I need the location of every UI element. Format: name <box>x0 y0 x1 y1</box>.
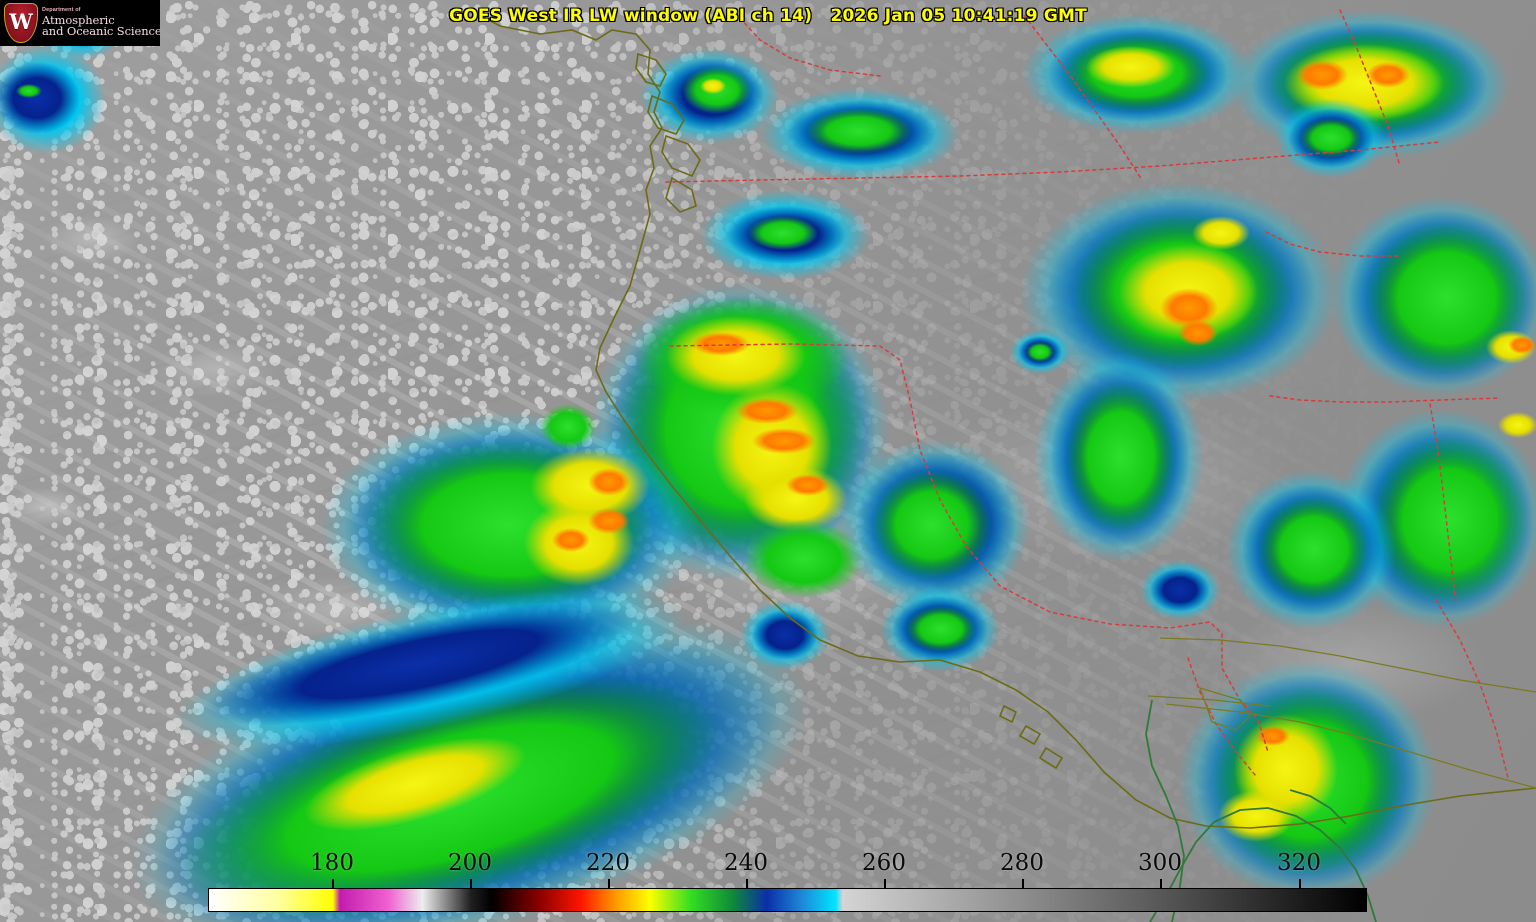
uw-aos-logo: W Department of Atmospheric and Oceanic … <box>0 0 160 46</box>
logo-text-block: Department of Atmospheric and Oceanic Sc… <box>42 6 160 39</box>
colorbar-tick-labels: 180 200 220 240 260 280 300 320 <box>208 846 1367 876</box>
colorbar-tick <box>884 879 886 888</box>
page-title: GOES West IR LW window (ABI ch 14) 2026 … <box>449 6 1087 26</box>
colorbar-tick-label: 180 <box>310 850 354 876</box>
colorbar-tick <box>332 879 334 888</box>
colorbar-tick-label: 200 <box>448 850 492 876</box>
colorbar-ticks <box>208 876 1367 888</box>
shield-shape <box>4 3 38 43</box>
colorbar-tick <box>1022 879 1024 888</box>
colorbar-tick-label: 320 <box>1277 850 1321 876</box>
colorbar-tick-label: 240 <box>724 850 768 876</box>
colorbar-tick-label: 260 <box>862 850 906 876</box>
crest-letter: W <box>9 9 33 34</box>
colorbar-tick <box>1299 879 1301 888</box>
colorbar-tick <box>470 879 472 888</box>
colorbar-tick <box>1160 879 1162 888</box>
logo-line-2: and Oceanic Sciences <box>42 24 160 39</box>
uw-crest-icon: W <box>4 3 38 43</box>
colorbar-tick-label: 280 <box>1000 850 1044 876</box>
colorbar: 180 200 220 240 260 280 300 320 <box>208 850 1367 912</box>
logo-line-1: Atmospheric <box>42 12 115 27</box>
colorbar-tick-label: 300 <box>1138 850 1182 876</box>
colorbar-gradient <box>208 888 1367 912</box>
logo-department-line: Department of <box>42 6 81 13</box>
colorbar-tick <box>608 879 610 888</box>
colorbar-tick <box>746 879 748 888</box>
colorbar-tick-label: 220 <box>586 850 630 876</box>
